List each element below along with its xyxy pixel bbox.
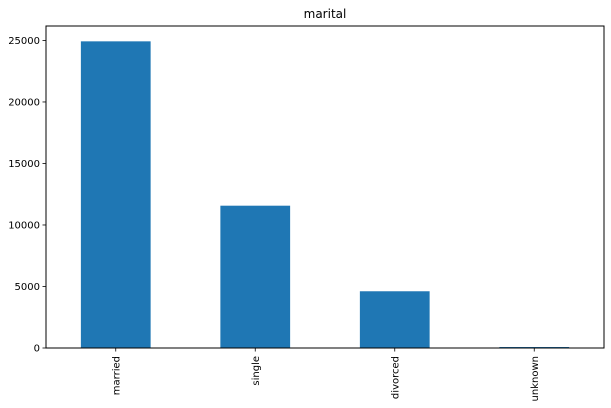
y-tick-label: 10000: [8, 220, 40, 231]
x-tick-label: divorced: [390, 356, 401, 399]
y-axis: 0 5000 10000 15000 20000 25000: [8, 36, 46, 355]
x-tick-label: unknown: [530, 356, 541, 401]
chart-title: marital: [304, 7, 347, 21]
x-tick-label: married: [111, 356, 122, 395]
x-tick-label: single: [251, 356, 262, 386]
bars-group: [80, 41, 570, 348]
y-tick-label: 15000: [8, 159, 40, 170]
y-tick-label: 20000: [8, 97, 40, 108]
bar-married: [80, 41, 151, 348]
y-tick-label: 5000: [15, 282, 40, 293]
plot-frame: [45, 25, 605, 349]
bar-divorced: [359, 291, 430, 348]
bar-single: [220, 205, 291, 348]
y-tick-label: 0: [34, 344, 40, 355]
y-tick-label: 25000: [8, 36, 40, 47]
x-axis: married single divorced unknown: [111, 348, 541, 401]
